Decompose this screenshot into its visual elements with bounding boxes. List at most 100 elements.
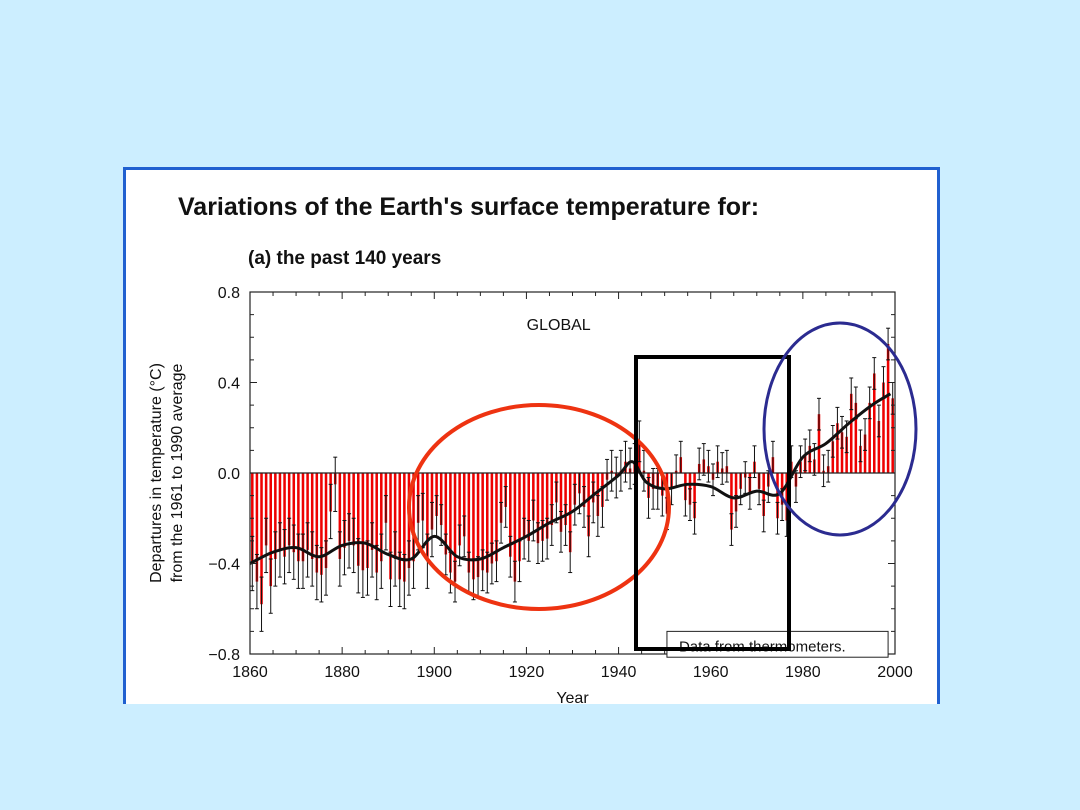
bar-1865 [274, 473, 277, 559]
bar-1888 [380, 473, 383, 562]
chart-title: Variations of the Earth's surface temper… [178, 193, 759, 221]
x-tick-label-1920: 1920 [509, 664, 545, 681]
y-tick-label-4: −0.8 [208, 647, 240, 664]
bar-1913 [495, 473, 498, 562]
region-label: GLOBAL [527, 317, 591, 334]
bar-1918 [518, 473, 521, 562]
bar-1868 [287, 473, 291, 546]
bar-1866 [278, 473, 282, 550]
bar-1886 [370, 473, 374, 550]
bar-1885 [366, 473, 369, 569]
bar-1999 [891, 398, 894, 473]
bar-1905 [458, 473, 461, 546]
annotation-text: Data from thermometers. [679, 638, 846, 655]
bar-1899 [430, 473, 434, 530]
bar-1898 [426, 473, 429, 562]
y-tick-label-1: 0.4 [218, 376, 240, 393]
bar-1863 [264, 473, 268, 546]
y-tick-label-3: −0.4 [208, 557, 240, 574]
x-tick-label-1860: 1860 [232, 664, 268, 681]
x-tick-label-1940: 1940 [601, 664, 637, 681]
bar-1912 [490, 473, 494, 564]
bar-1916 [509, 473, 512, 557]
bar-1876 [324, 473, 328, 569]
bar-1923 [541, 473, 544, 541]
bar-1895 [412, 473, 415, 562]
bar-1875 [320, 473, 323, 575]
bar-1881 [347, 473, 351, 541]
bar-1964 [730, 473, 733, 530]
bar-1965 [734, 473, 738, 512]
bar-1991 [854, 402, 858, 473]
bar-1910 [481, 473, 484, 571]
bar-1956 [693, 473, 696, 519]
bar-1887 [375, 473, 378, 573]
bar-1862 [260, 473, 263, 605]
black-highlight-rectangle [634, 355, 791, 651]
temperature-chart: Variations of the Earth's surface temper… [148, 193, 918, 704]
bar-1869 [292, 473, 296, 553]
bar-1879 [338, 473, 342, 559]
bar-1906 [462, 473, 466, 537]
smoothed-trend-line [249, 392, 892, 565]
x-tick-label-1960: 1960 [693, 664, 729, 681]
bar-1901 [439, 473, 443, 526]
bar-1921 [532, 473, 535, 521]
bar-1892 [398, 473, 401, 580]
bar-1914 [499, 473, 503, 523]
chart-subtitle: (a) the past 140 years [248, 248, 441, 269]
bar-1987 [836, 423, 839, 473]
bar-1909 [476, 473, 480, 578]
bar-1904 [453, 473, 457, 582]
bar-1874 [315, 473, 319, 573]
bar-1998 [886, 344, 890, 473]
bar-1907 [467, 473, 471, 573]
bar-1884 [361, 473, 365, 571]
y-axis-label-line1: Departures in temperature (°C) [148, 363, 165, 583]
bar-1900 [435, 473, 438, 516]
bar-1993 [863, 434, 867, 473]
red-highlight-ellipse [407, 403, 671, 611]
y-tick-label-2: 0.0 [218, 466, 240, 483]
x-axis-label: Year [556, 690, 589, 704]
bar-1927 [559, 473, 563, 532]
bar-1919 [522, 473, 526, 539]
bar-1922 [536, 473, 540, 544]
bar-1871 [301, 473, 305, 562]
ticks-layer: 1860 1880 1900 1920 1940 1960 1980 2000 0.8 0.4 0.… [208, 285, 912, 681]
bar-1880 [343, 473, 346, 548]
bar-1971 [762, 473, 765, 516]
bar-1883 [357, 473, 360, 566]
bar-1891 [393, 473, 397, 559]
bar-1997 [882, 382, 885, 473]
bar-1902 [444, 473, 448, 555]
bar-1920 [527, 473, 530, 541]
bar-1925 [550, 473, 554, 526]
bar-1935 [596, 473, 600, 516]
bar-1861 [255, 473, 259, 582]
bar-1924 [545, 473, 549, 539]
bar-1996 [877, 420, 881, 473]
x-tick-label-1880: 1880 [324, 664, 360, 681]
y-tick-label-0: 0.8 [218, 285, 240, 302]
figure-frame: Variations of the Earth's surface temper… [123, 167, 940, 704]
bar-1933 [587, 473, 590, 537]
bar-1867 [283, 473, 286, 557]
bar-1911 [486, 473, 489, 573]
bar-1908 [472, 473, 475, 580]
bar-1995 [873, 373, 876, 473]
bar-1990 [849, 393, 853, 473]
bar-1983 [817, 414, 821, 473]
bar-1872 [306, 473, 309, 550]
bar-1903 [449, 473, 452, 573]
bar-1864 [269, 473, 272, 587]
bar-1989 [845, 436, 848, 473]
bar-1976 [785, 473, 788, 521]
bar-1893 [403, 473, 406, 582]
error-bars-layer [250, 327, 895, 632]
bar-1882 [352, 473, 355, 546]
x-tick-label-1980: 1980 [785, 664, 821, 681]
blue-highlight-ellipse [762, 321, 918, 537]
x-tick-label-1900: 1900 [416, 664, 452, 681]
y-axis-label-line2: from the 1961 to 1990 average [169, 363, 186, 582]
